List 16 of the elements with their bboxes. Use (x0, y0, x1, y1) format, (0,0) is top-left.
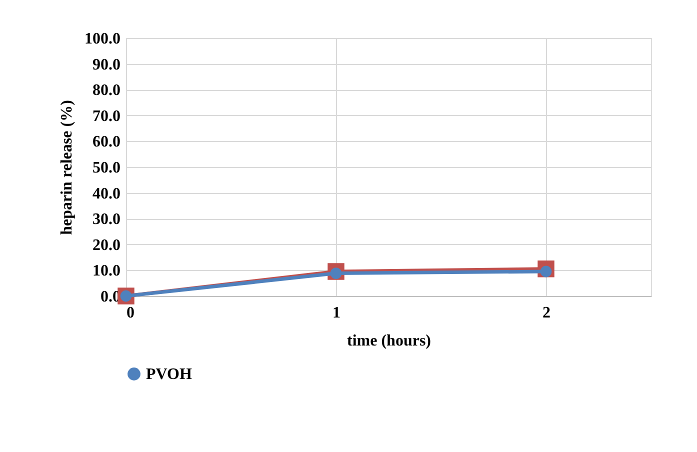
x-tick-label: 1 (332, 304, 340, 322)
x-tick-label: 2 (542, 304, 550, 322)
y-tick-label: 100.0 (84, 30, 120, 48)
y-tick-label: 40.0 (92, 185, 120, 202)
y-tick-label: 20.0 (92, 236, 120, 254)
y-axis-title: heparin release (%) (58, 100, 76, 235)
y-tick-label: 10.0 (92, 262, 120, 280)
y-tick-label: 30.0 (92, 211, 120, 228)
y-tick-label: 70.0 (92, 108, 120, 125)
x-tick-label: 0 (126, 304, 134, 322)
y-tick-label: 50.0 (92, 160, 120, 176)
legend-label: PVOH (146, 366, 192, 383)
y-tick-label: 80.0 (92, 82, 120, 100)
y-tick-label: 90.0 (92, 56, 120, 74)
y-tick-label: 60.0 (92, 134, 120, 151)
x-axis-title: time (hours) (347, 332, 431, 350)
